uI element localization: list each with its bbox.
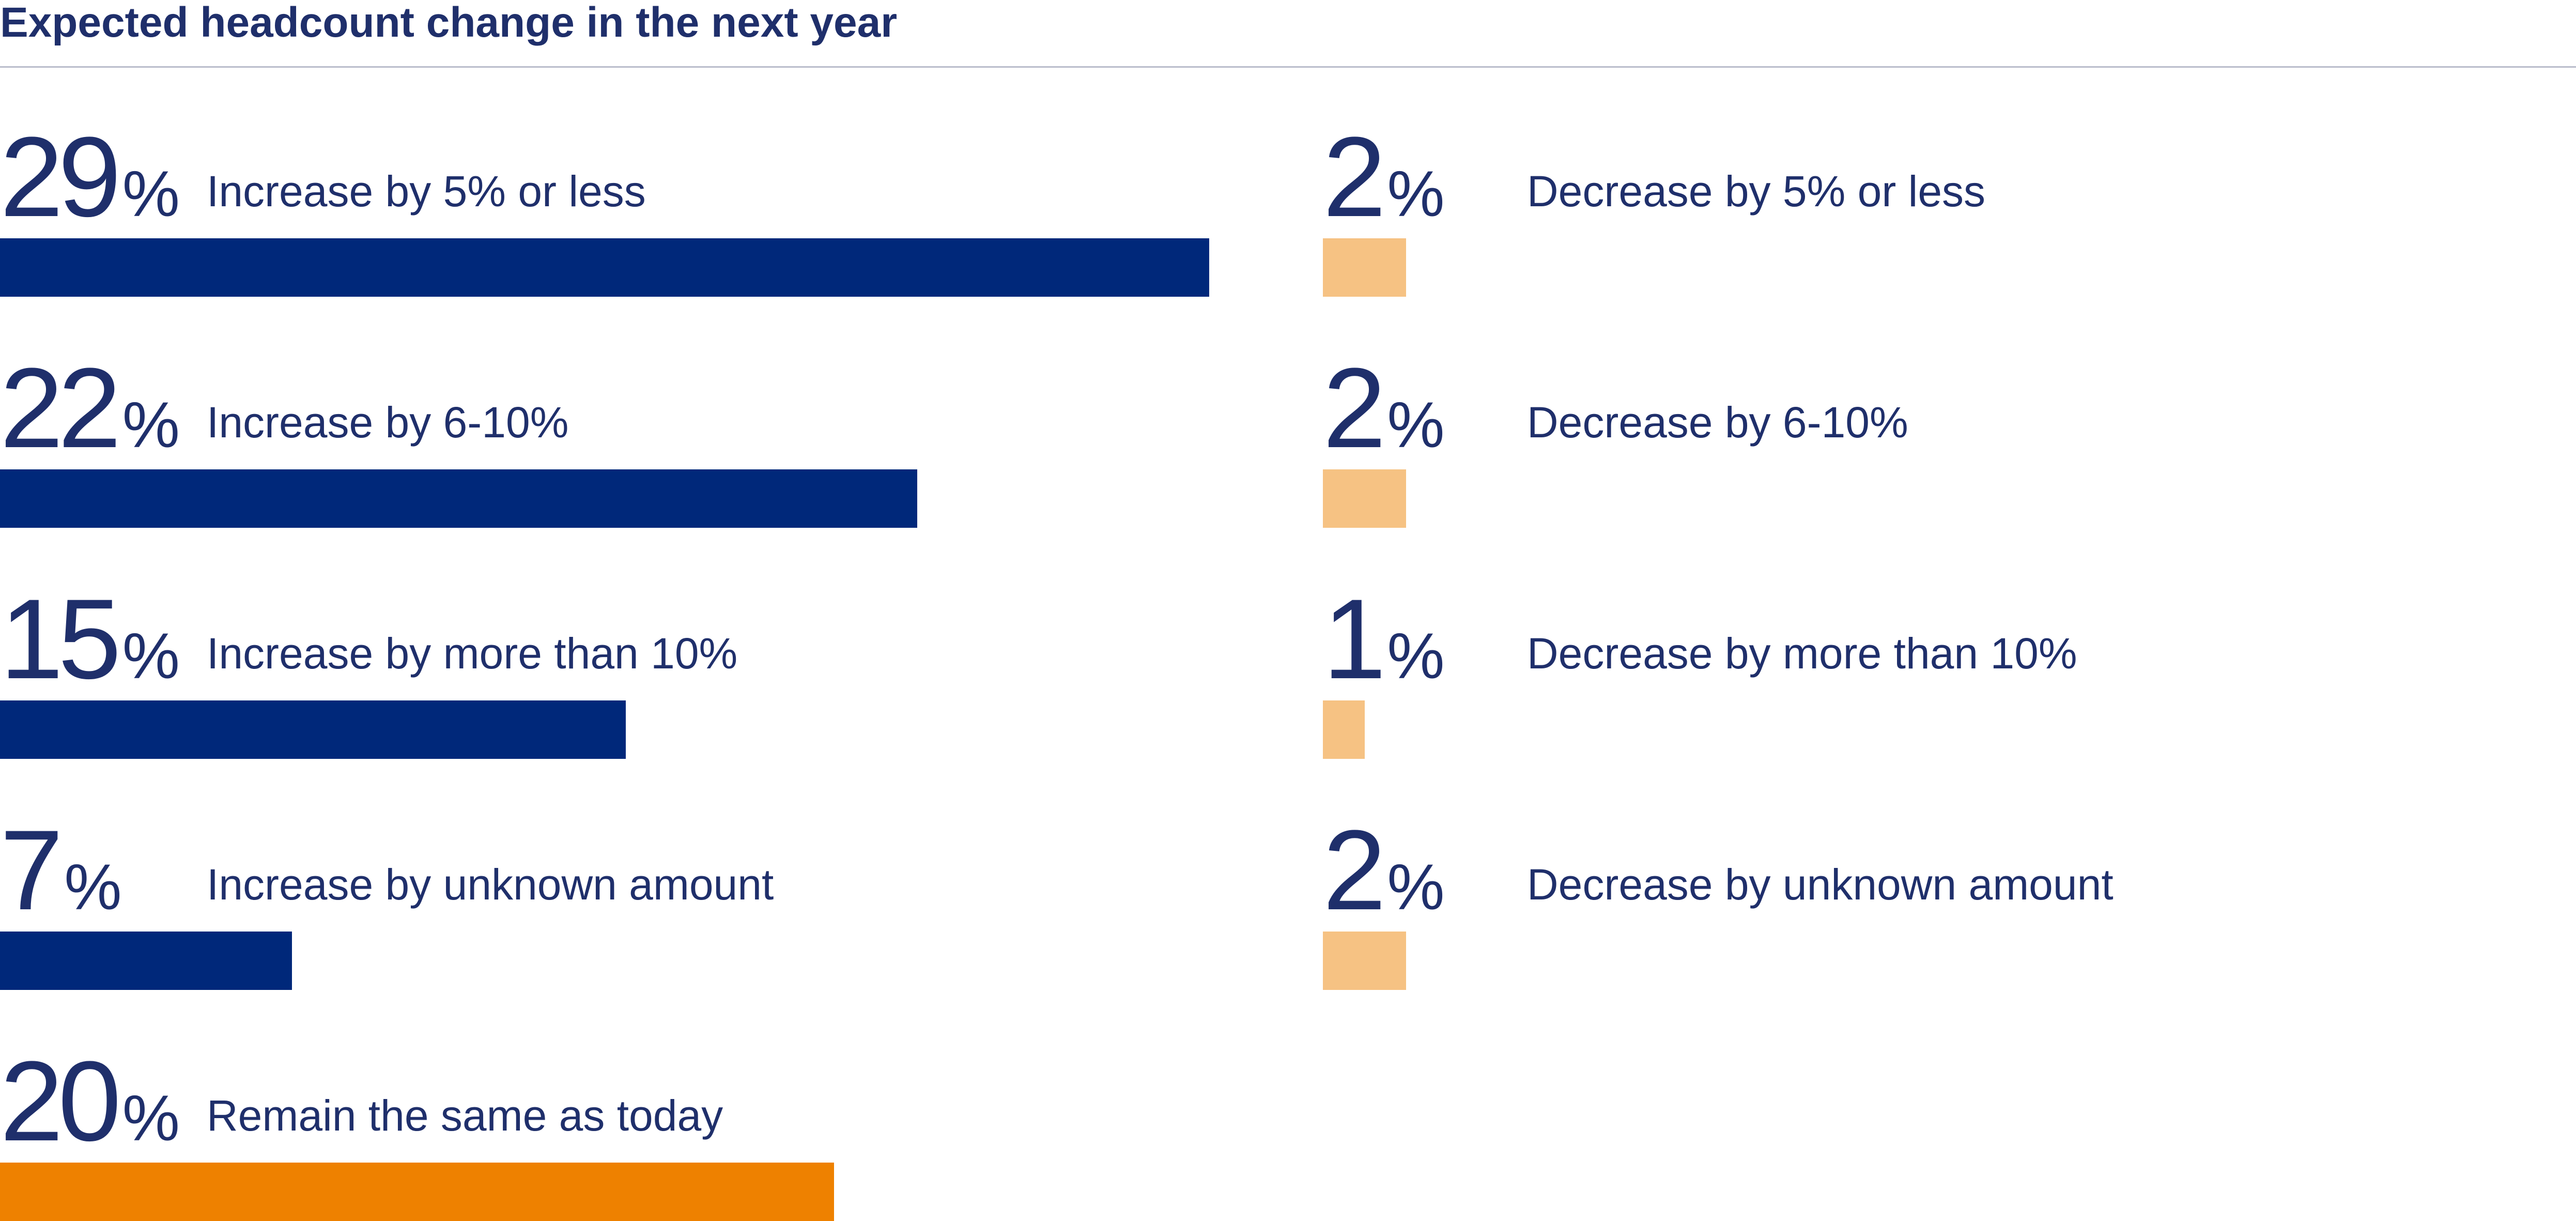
data-label-value: 20 xyxy=(0,1037,121,1165)
right-row-0-label: Decrease by 5% or less xyxy=(1527,167,1986,216)
right-row-2-bar xyxy=(1323,700,1365,759)
data-label-value: 2 xyxy=(1323,806,1386,934)
left-row-3-percent: 7% xyxy=(0,813,122,927)
data-label-value: 29 xyxy=(0,113,121,240)
right-row-3-bar xyxy=(1323,932,1406,990)
left-row-1-label: Increase by 6-10% xyxy=(207,398,569,447)
title-divider xyxy=(0,66,2576,68)
data-label-value: 2 xyxy=(1323,344,1386,471)
data-label-unit: % xyxy=(1387,851,1445,923)
left-row-2-label: Increase by more than 10% xyxy=(207,629,738,678)
left-row-1-bar xyxy=(0,469,917,528)
left-row-0-percent: 29% xyxy=(0,120,180,234)
data-label-unit: % xyxy=(122,1082,180,1154)
right-row-0-bar xyxy=(1323,238,1406,297)
data-label-unit: % xyxy=(122,620,180,692)
data-label-unit: % xyxy=(122,389,180,461)
data-label-unit: % xyxy=(1387,620,1445,692)
left-row-4-percent: 20% xyxy=(0,1044,180,1158)
left-row-3-bar xyxy=(0,932,292,990)
left-row-4-bar xyxy=(0,1163,834,1221)
right-row-1-bar xyxy=(1323,469,1406,528)
left-row-1-percent: 22% xyxy=(0,351,180,465)
left-row-4-label: Remain the same as today xyxy=(207,1091,723,1140)
left-row-2-bar xyxy=(0,700,626,759)
right-row-2-label: Decrease by more than 10% xyxy=(1527,629,2077,678)
right-row-3-label: Decrease by unknown amount xyxy=(1527,860,2114,909)
left-row-0-label: Increase by 5% or less xyxy=(207,167,646,216)
data-label-unit: % xyxy=(1387,158,1445,230)
left-row-3-label: Increase by unknown amount xyxy=(207,860,774,909)
right-row-2-percent: 1% xyxy=(1323,582,1445,696)
left-row-0-bar xyxy=(0,238,1209,297)
data-label-unit: % xyxy=(122,158,180,230)
right-row-1-percent: 2% xyxy=(1323,351,1445,465)
right-row-1-label: Decrease by 6-10% xyxy=(1527,398,1908,447)
data-label-unit: % xyxy=(1387,389,1445,461)
data-label-value: 22 xyxy=(0,344,121,471)
right-row-3-percent: 2% xyxy=(1323,813,1445,927)
data-label-value: 2 xyxy=(1323,113,1386,240)
chart-title: Expected headcount change in the next ye… xyxy=(0,0,898,46)
data-label-value: 7 xyxy=(0,806,63,934)
data-label-unit: % xyxy=(64,851,122,923)
right-row-0-percent: 2% xyxy=(1323,120,1445,234)
left-row-2-percent: 15% xyxy=(0,582,180,696)
data-label-value: 15 xyxy=(0,575,121,703)
data-label-value: 1 xyxy=(1323,575,1386,703)
